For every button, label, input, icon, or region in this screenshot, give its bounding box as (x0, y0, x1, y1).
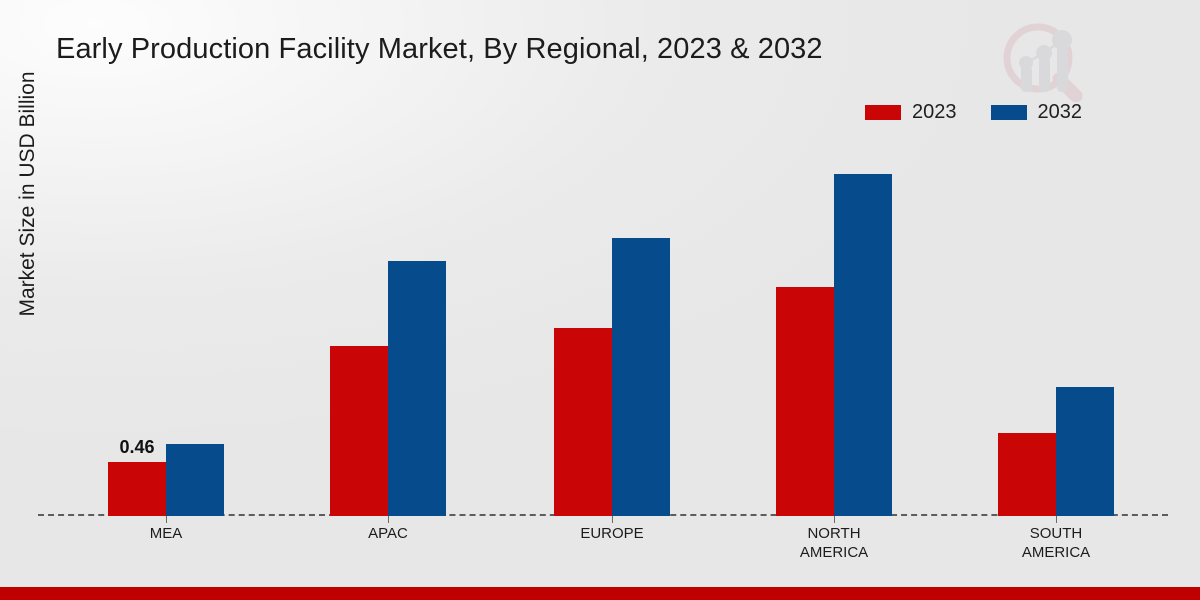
legend-item-2023[interactable]: 2023 (865, 101, 957, 124)
bar-mea-2023[interactable]: 0.46 (108, 437, 166, 516)
bars-row (554, 140, 670, 516)
x-label-north-america: NORTH AMERICA (758, 524, 910, 562)
plot-area: 0.46 MEA APAC (38, 140, 1168, 561)
bar-south-america-2023[interactable] (998, 432, 1056, 516)
legend-swatch-2023 (865, 105, 901, 120)
x-tick-south-america (1056, 516, 1057, 523)
bar-mea-2032[interactable] (166, 444, 224, 516)
legend-label-2023: 2023 (912, 101, 957, 123)
x-label-south-america-line-1: SOUTH (1029, 525, 1083, 542)
legend-label-2032: 2032 (1037, 101, 1083, 123)
bar-north-america-2023[interactable] (776, 286, 834, 516)
bars-row (330, 140, 446, 516)
x-label-south-america: SOUTH AMERICA (980, 524, 1132, 562)
bars-row: 0.46 (108, 140, 224, 516)
footer-brand-bar (0, 587, 1200, 600)
x-label-europe: EUROPE (536, 524, 688, 543)
bar-europe-2023[interactable] (554, 328, 612, 516)
bar-north-america-2032[interactable] (834, 174, 892, 516)
x-label-europe-line-1: EUROPE (580, 525, 644, 542)
watermark-logo-icon (1003, 23, 1083, 103)
x-label-north-america-line-2: AMERICA (799, 544, 869, 561)
bar-value-mea-2023: 0.46 (119, 437, 155, 457)
chart-legend: 2023 2032 (865, 101, 1082, 124)
y-axis-title: Market Size in USD Billion (16, 71, 39, 317)
chart-title: Early Production Facility Market, By Reg… (56, 33, 823, 65)
x-label-mea-line-1: MEA (149, 525, 183, 542)
bar-europe-2032[interactable] (612, 237, 670, 516)
legend-swatch-2032 (990, 105, 1027, 120)
bar-south-america-2032[interactable] (1056, 386, 1114, 516)
x-label-south-america-line-2: AMERICA (1021, 544, 1091, 561)
x-tick-apac (388, 516, 389, 523)
x-tick-north-america (834, 516, 835, 523)
x-tick-mea (166, 516, 167, 523)
bars-row (998, 140, 1114, 516)
x-label-apac-line-1: APAC (368, 525, 408, 542)
bar-apac-2023[interactable] (330, 345, 388, 516)
x-tick-europe (612, 516, 613, 523)
bars-row (776, 140, 892, 516)
x-label-apac: APAC (312, 524, 464, 543)
x-label-north-america-line-1: NORTH (807, 525, 861, 542)
legend-item-2032[interactable]: 2032 (990, 101, 1083, 124)
bar-apac-2032[interactable] (388, 261, 446, 516)
x-label-mea: MEA (90, 524, 242, 543)
